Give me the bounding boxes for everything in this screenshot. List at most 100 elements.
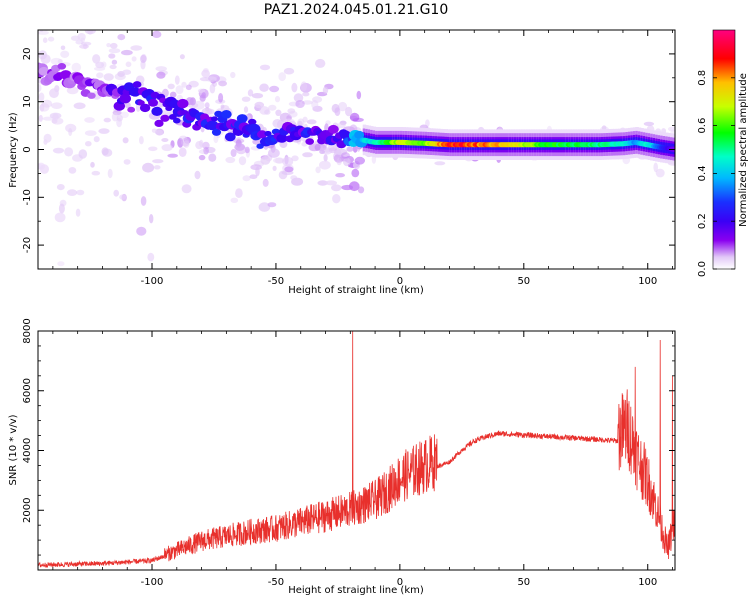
heatmap-noise-cell	[351, 168, 360, 178]
heatmap-ridge-cell	[127, 106, 136, 113]
heatmap-noise-cell	[141, 0, 149, 4]
heatmap-ridge-cell	[236, 114, 248, 123]
heatmap-ridge-cell	[221, 110, 232, 119]
heatmap-noise-cell	[290, 175, 298, 181]
heatmap-noise-cell	[71, 62, 82, 73]
x-tick-label: 0	[397, 276, 403, 287]
heatmap-noise-cell	[88, 0, 98, 3]
heatmap-noise-cell	[73, 102, 86, 110]
heatmap-ridge-cell	[139, 103, 151, 113]
heatmap-noise-cell	[185, 84, 192, 91]
heatmap-noise-cell	[315, 58, 326, 68]
heatmap-noise-cell	[38, 84, 42, 93]
heatmap-noise-cell	[205, 76, 217, 82]
heatmap-noise-cell	[230, 197, 239, 203]
colorbar-gradient	[713, 30, 735, 269]
heatmap-noise-cell	[66, 86, 79, 95]
heatmap-noise-cell	[54, 85, 60, 93]
heatmap-noise-cell	[116, 0, 125, 8]
heatmap-noise-cell	[149, 214, 154, 224]
heatmap-noise-cell	[106, 43, 111, 48]
heatmap-noise-cell	[205, 107, 210, 112]
heatmap-noise-cell	[203, 146, 209, 155]
heatmap-noise-cell	[259, 106, 270, 115]
heatmap-ridge-cell	[160, 114, 170, 122]
heatmap-noise-cell	[147, 252, 155, 262]
heatmap-noise-cell	[198, 149, 210, 155]
heatmap-noise-cell	[51, 117, 64, 125]
heatmap-noise-cell	[198, 154, 206, 161]
x-tick-label: -50	[268, 276, 284, 287]
heatmap-noise-cell	[108, 48, 121, 54]
heatmap-noise-cell	[122, 69, 132, 75]
heatmap-noise-cell	[241, 96, 251, 102]
heatmap-noise-cell	[44, 16, 53, 22]
heatmap-noise-cell	[287, 108, 296, 114]
heatmap-noise-cell	[306, 119, 317, 125]
heatmap-noise-cell	[331, 184, 342, 192]
heatmap-noise-cell	[151, 128, 157, 133]
heatmap-noise-cell	[84, 117, 95, 123]
x-tick-label: 50	[517, 577, 530, 588]
heatmap-noise-cell	[109, 64, 117, 70]
heatmap-noise-cell	[153, 165, 161, 170]
snr-frame	[37, 330, 676, 571]
heatmap-noise-cell	[302, 116, 308, 123]
heatmap-ridge-cell	[173, 117, 181, 124]
heatmap-noise-cell	[89, 16, 100, 24]
heatmap-band-cell	[675, 142, 679, 157]
heatmap-noise-cell	[272, 165, 277, 171]
y-tick-label: 8000	[22, 318, 33, 343]
heatmap-ridge-cell	[206, 120, 219, 131]
heatmap-noise-cell	[107, 168, 113, 179]
heatmap-noise-cell	[205, 146, 216, 154]
heatmap-ridge-cell	[177, 98, 189, 109]
heatmap-ridge-cell	[276, 133, 288, 143]
heatmap-ridge-cell	[60, 70, 72, 80]
heatmap-noise-cell	[291, 155, 299, 162]
heatmap-noise-cell	[96, 72, 104, 79]
heatmap-noise-cell	[302, 92, 310, 97]
heatmap-noise-cell	[300, 81, 308, 92]
heatmap-noise-cell	[203, 68, 209, 73]
heatmap-noise-cell	[601, 125, 607, 131]
heatmap-noise-cell	[161, 138, 169, 142]
heatmap-ridge-cell	[264, 130, 272, 137]
heatmap-noise-cell	[218, 93, 224, 103]
heatmap-noise-cell	[59, 199, 67, 207]
heatmap-noise-cell	[319, 149, 325, 154]
heatmap-noise-cell	[103, 73, 114, 81]
heatmap-noise-cell	[123, 159, 131, 165]
snr-y-ticks: 2000 4000 6000 8000	[22, 318, 675, 571]
heatmap-noise-cell	[322, 86, 329, 95]
heatmap-noise-cell	[283, 67, 295, 75]
heatmap-ridge-cell	[57, 63, 67, 70]
heatmap-noise-cell	[43, 133, 52, 143]
heatmap-noise-cell	[122, 137, 129, 144]
snr-x-label: Height of straight line (km)	[288, 585, 424, 596]
heatmap-noise-cell	[65, 123, 77, 133]
heatmap-noise-cell	[55, 12, 65, 18]
heatmap-noise-cell	[297, 118, 305, 128]
heatmap-noise-cell	[85, 141, 92, 147]
heatmap-noise-cell	[119, 194, 127, 200]
heatmap-noise-cell	[80, 37, 86, 43]
heatmap-noise-cell	[293, 93, 304, 103]
heatmap-ridge-cell	[224, 132, 236, 142]
heatmap-noise-cell	[235, 188, 243, 199]
snr-y-label: SNR (10 * v/v)	[8, 414, 19, 485]
y-tick-label: 0	[22, 146, 33, 152]
heatmap-ridge-cell	[169, 99, 181, 109]
heatmap-noise-cell	[282, 156, 294, 167]
spectrogram-x-ticks: -100 -50 0 50 100	[52, 30, 673, 287]
heatmap-noise-cell	[178, 147, 187, 157]
heatmap-noise-cell	[111, 112, 119, 122]
heatmap-noise-cell	[42, 37, 48, 43]
heatmap-noise-cell	[174, 75, 180, 85]
heatmap-noise-cell	[343, 157, 351, 167]
heatmap-noise-cell	[230, 71, 236, 79]
heatmap-noise-cell	[70, 18, 80, 24]
heatmap-noise-cell	[655, 168, 665, 178]
heatmap-noise-cell	[317, 180, 329, 186]
